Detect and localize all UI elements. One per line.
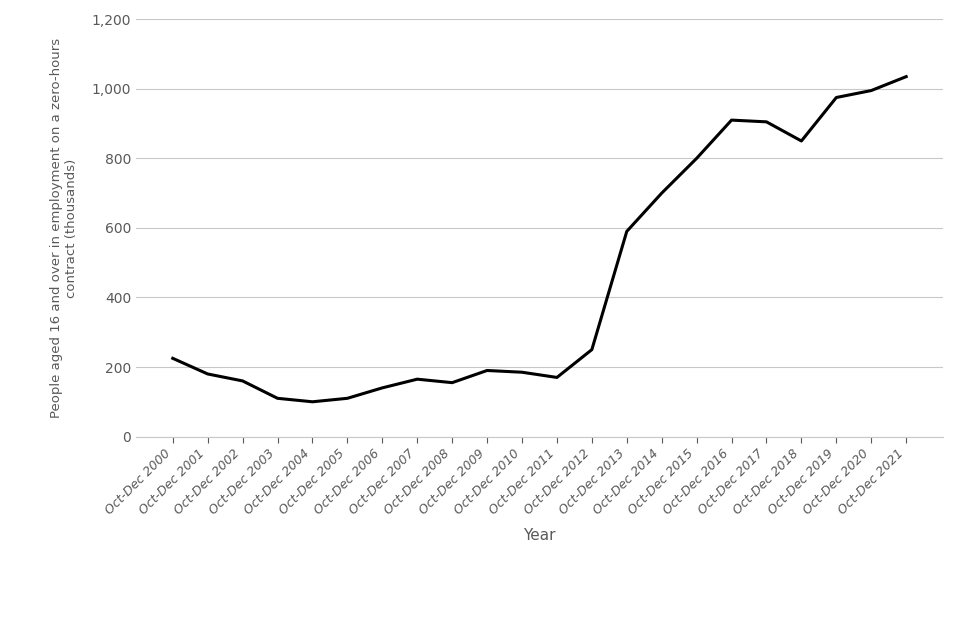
X-axis label: Year: Year bbox=[523, 528, 556, 543]
Y-axis label: People aged 16 and over in employment on a zero-hours
contract (thousands): People aged 16 and over in employment on… bbox=[50, 38, 78, 418]
